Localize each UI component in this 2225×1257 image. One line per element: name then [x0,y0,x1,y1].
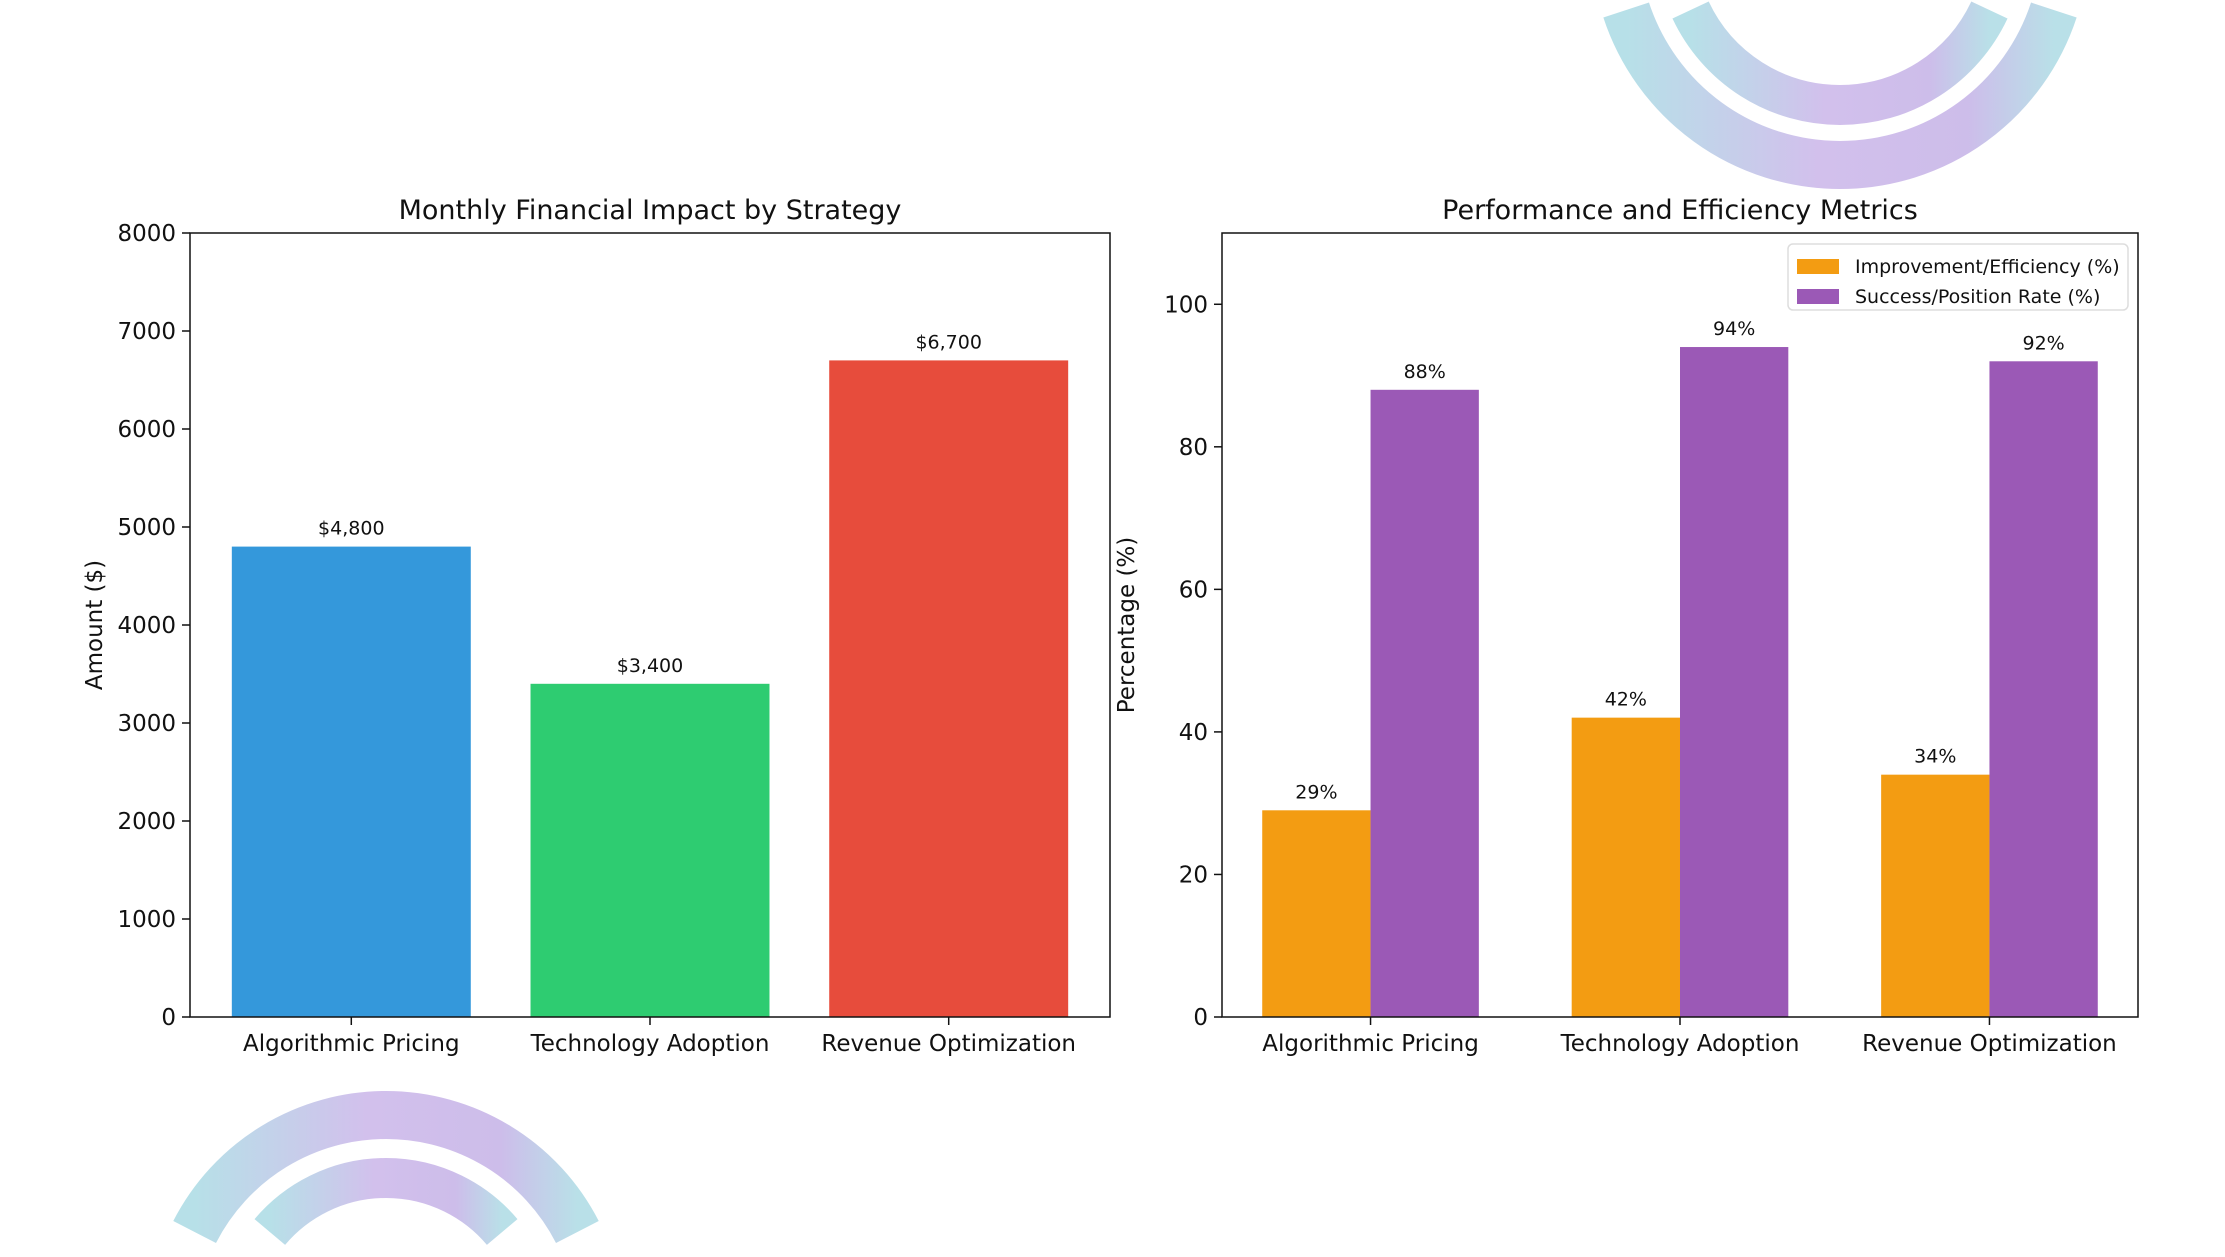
legend-box [1787,243,2129,311]
bar-value-label: $4,800 [318,518,384,540]
y-tick-label: 60 [1179,577,1208,603]
plot-frame [1221,232,2139,1018]
bar-value-label: 94% [1713,318,1755,340]
y-tick-label: 3000 [117,711,176,737]
y-tick-label: 7000 [117,319,176,345]
bar [1989,361,2098,1018]
decorative-ring-bottom [173,1091,599,1246]
decorative-ring-top [1603,1,2077,189]
bar [1262,810,1371,1017]
x-tick-label: Algorithmic Pricing [1262,1031,1479,1057]
ring-arc [1672,1,2008,125]
y-tick-label: 40 [1179,720,1208,746]
bar [231,546,471,1017]
x-tick-label: Technology Adoption [530,1031,770,1057]
chart-title: Monthly Financial Impact by Strategy [399,195,902,226]
x-tick-label: Algorithmic Pricing [243,1031,460,1057]
y-tick-label: 0 [161,1005,176,1031]
bar [829,360,1069,1017]
x-tick-label: Technology Adoption [1560,1031,1800,1057]
y-axis-label: Amount ($) [82,560,108,690]
bar-value-label: $3,400 [617,655,683,677]
y-tick-label: 0 [1193,1005,1208,1031]
bar-value-label: 29% [1295,781,1337,803]
bar [1680,347,1789,1017]
bar [1571,717,1680,1017]
bar-value-label: 88% [1404,361,1446,383]
ring-arc [173,1091,599,1244]
bar [1370,389,1479,1017]
bar-value-label: 42% [1605,689,1647,711]
legend-label: Success/Position Rate (%) [1855,286,2100,308]
y-tick-label: 2000 [117,809,176,835]
ring-arc [254,1158,518,1246]
plot-frame [189,232,1111,1018]
bar [1881,774,1990,1017]
bar-value-label: 92% [2022,332,2064,354]
performance-metrics-chart: Performance and Efficiency Metrics Percen… [1114,195,2139,1057]
y-axis-label: Percentage (%) [1114,537,1140,714]
y-tick-label: 1000 [117,907,176,933]
legend-label: Improvement/Efficiency (%) [1855,256,2120,278]
financial-impact-chart: Monthly Financial Impact by Strategy Amou… [82,195,1111,1057]
legend-swatch [1797,259,1839,274]
ring-arc [1603,2,2077,189]
y-tick-label: 8000 [117,221,176,247]
legend: Improvement/Efficiency (%) Success/Positi… [1787,243,2129,311]
bar-value-label: $6,700 [915,331,981,353]
y-tick-label: 6000 [117,417,176,443]
y-tick-label: 100 [1164,292,1208,318]
y-tick-label: 80 [1179,435,1208,461]
bar-value-label: 34% [1914,746,1956,768]
y-tick-label: 20 [1179,862,1208,888]
x-tick-label: Revenue Optimization [1862,1031,2117,1057]
legend-swatch [1797,289,1839,304]
y-tick-label: 5000 [117,515,176,541]
y-tick-label: 4000 [117,613,176,639]
bar [530,683,770,1017]
x-tick-label: Revenue Optimization [821,1031,1076,1057]
chart-title: Performance and Efficiency Metrics [1442,195,1918,226]
